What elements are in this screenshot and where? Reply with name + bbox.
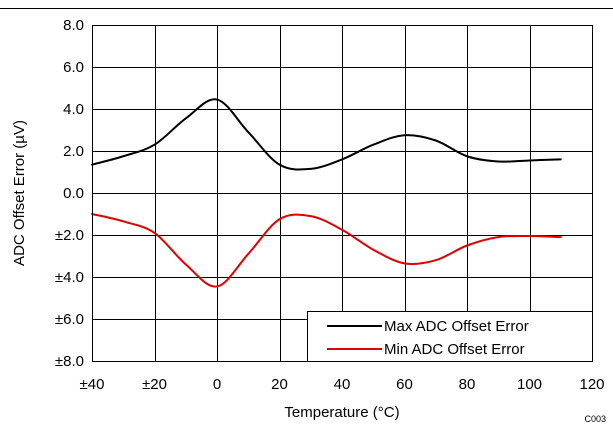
- legend-box: [307, 311, 593, 362]
- x-tick-labels: ±40 ±20 0 20 40 60 80 100 120: [80, 376, 605, 393]
- y-tick-label: 0.0: [63, 185, 84, 202]
- y-tick-label: 8.0: [63, 17, 84, 34]
- x-tick-label: 80: [459, 376, 476, 393]
- x-tick-label: 120: [579, 376, 604, 393]
- x-tick-label: ±20: [142, 376, 167, 393]
- series-line-min: [91, 213, 562, 288]
- y-tick-label: ±4.0: [55, 269, 84, 286]
- y-axis-title: ADC Offset Error (µV): [11, 120, 28, 266]
- y-tick-label: 2.0: [63, 143, 84, 160]
- series-line-max: [91, 98, 562, 171]
- x-tick-label: 0: [213, 376, 221, 393]
- x-tick-label: 40: [334, 376, 351, 393]
- x-tick-label: 20: [271, 376, 288, 393]
- x-tick-label: 60: [396, 376, 413, 393]
- legend-label-max: Max ADC Offset Error: [384, 318, 529, 335]
- y-tick-label: 4.0: [63, 101, 84, 118]
- figure-code-label: C003: [584, 414, 606, 424]
- y-tick-labels: 8.0 6.0 4.0 2.0 0.0 ±2.0 ±4.0 ±6.0 ±8.0: [55, 17, 84, 370]
- y-tick-label: 6.0: [63, 59, 84, 76]
- legend: Max ADC Offset Error Min ADC Offset Erro…: [307, 311, 593, 362]
- y-tick-label: ±2.0: [55, 227, 84, 244]
- x-tick-label: ±40: [80, 376, 105, 393]
- y-tick-label: ±8.0: [55, 353, 84, 370]
- series-lines: [91, 98, 562, 288]
- legend-label-min: Min ADC Offset Error: [384, 341, 525, 358]
- x-tick-label: 100: [517, 376, 542, 393]
- y-tick-label: ±6.0: [55, 311, 84, 328]
- x-axis-title: Temperature (°C): [284, 404, 399, 421]
